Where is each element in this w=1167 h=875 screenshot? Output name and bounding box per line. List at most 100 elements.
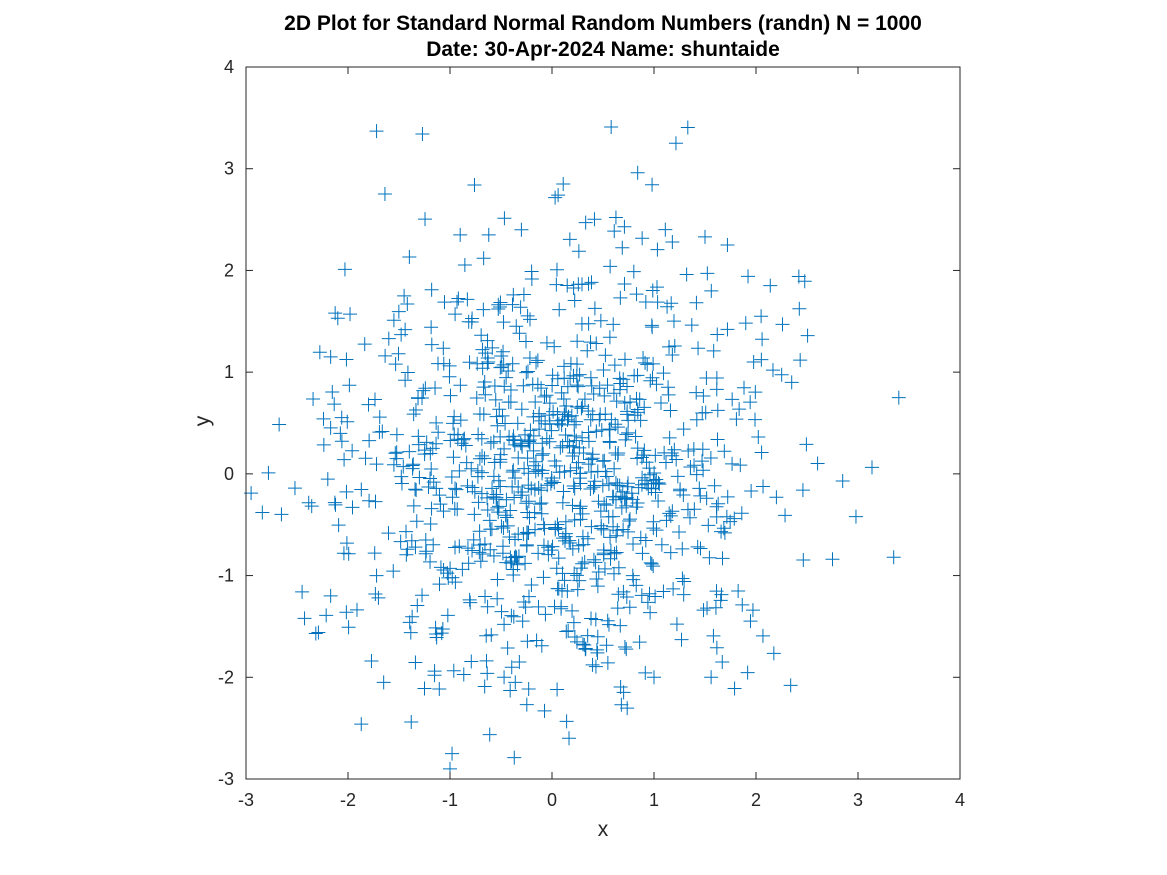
scatter-point xyxy=(531,546,546,561)
scatter-point xyxy=(539,388,554,403)
scatter-point xyxy=(665,234,680,249)
scatter-point xyxy=(404,715,419,730)
scatter-point xyxy=(520,308,535,323)
scatter-point xyxy=(617,277,632,292)
scatter-point xyxy=(549,262,564,277)
scatter-point xyxy=(581,434,596,449)
scatter-point xyxy=(518,334,533,349)
scatter-point xyxy=(575,430,590,445)
scatter-point xyxy=(648,448,663,463)
scatter-point xyxy=(676,587,691,602)
scatter-point xyxy=(692,481,707,496)
scatter-point xyxy=(585,407,600,422)
scatter-point xyxy=(523,423,538,438)
scatter-point xyxy=(542,434,557,449)
scatter-point xyxy=(689,467,704,482)
scatter-point xyxy=(583,370,598,385)
scatter-point xyxy=(766,646,781,661)
scatter-point xyxy=(372,425,387,440)
scatter-point xyxy=(573,499,588,514)
scatter-point xyxy=(706,343,721,358)
scatter-point xyxy=(450,502,465,517)
scatter-point xyxy=(567,293,582,308)
scatter-point xyxy=(323,349,338,364)
scatter-point xyxy=(567,512,582,527)
scatter-point xyxy=(521,494,536,509)
scatter-point xyxy=(528,395,543,410)
scatter-point xyxy=(572,367,587,382)
scatter-point xyxy=(563,463,578,478)
scatter-point xyxy=(393,534,408,549)
x-axis-label: x xyxy=(598,818,609,841)
scatter-point xyxy=(531,480,546,495)
scatter-point xyxy=(509,319,524,334)
scatter-point xyxy=(577,392,592,407)
scatter-point xyxy=(632,635,647,650)
scatter-point xyxy=(571,244,586,259)
scatter-point xyxy=(599,498,614,513)
scatter-point xyxy=(737,380,752,395)
scatter-point xyxy=(778,508,793,523)
scatter-point xyxy=(424,501,439,516)
scatter-point xyxy=(539,335,554,350)
scatter-point xyxy=(412,470,427,485)
scatter-point xyxy=(716,521,731,536)
scatter-point xyxy=(446,663,461,678)
scatter-point xyxy=(584,275,599,290)
scatter-point xyxy=(521,681,536,696)
scatter-point xyxy=(587,212,602,227)
scatter-point xyxy=(613,680,628,695)
y-axis-label: y xyxy=(191,415,214,426)
scatter-point xyxy=(394,476,409,491)
scatter-point xyxy=(404,533,419,548)
scatter-point xyxy=(480,351,495,366)
scatter-point xyxy=(408,482,423,497)
scatter-point xyxy=(795,483,810,498)
scatter-point xyxy=(487,379,502,394)
scatter-point xyxy=(639,476,654,491)
scatter-point xyxy=(608,210,623,225)
scatter-point xyxy=(357,337,372,352)
scatter-point xyxy=(643,373,658,388)
scatter-point xyxy=(616,584,631,599)
scatter-point xyxy=(339,484,354,499)
scatter-point xyxy=(418,381,433,396)
scatter-point xyxy=(479,653,494,668)
scatter-point xyxy=(654,537,669,552)
scatter-point xyxy=(589,424,604,439)
scatter-point xyxy=(571,277,586,292)
scatter-point xyxy=(525,377,540,392)
scatter-point xyxy=(369,124,384,139)
scatter-point xyxy=(550,371,565,386)
scatter-point xyxy=(424,320,439,335)
scatter-point xyxy=(548,190,563,205)
scatter-point xyxy=(793,353,808,368)
scatter-point xyxy=(585,451,600,466)
scatter-point xyxy=(571,455,586,470)
x-tick-label: -3 xyxy=(238,790,254,810)
scatter-point xyxy=(797,274,812,289)
scatter-point xyxy=(572,573,587,588)
scatter-point xyxy=(559,624,574,639)
scatter-point xyxy=(609,394,624,409)
y-tick-label: 1 xyxy=(224,362,234,382)
scatter-point xyxy=(612,478,627,493)
scatter-point xyxy=(626,264,641,279)
scatter-point xyxy=(619,498,634,513)
scatter-point xyxy=(573,476,588,491)
scatter-point xyxy=(649,523,664,538)
scatter-point xyxy=(552,302,567,317)
scatter-point xyxy=(593,313,608,328)
scatter-point xyxy=(600,378,615,393)
scatter-point xyxy=(570,357,585,372)
y-axis: -3 -2 -1 0 1 2 3 4 xyxy=(218,57,960,789)
scatter-point xyxy=(494,360,509,375)
scatter-point xyxy=(483,522,498,537)
scatter-point xyxy=(673,482,688,497)
scatter-point xyxy=(530,353,545,368)
scatter-point xyxy=(424,337,439,352)
scatter-point xyxy=(400,296,415,311)
scatter-point xyxy=(602,435,617,450)
scatter-point xyxy=(519,496,534,511)
scatter-point xyxy=(651,493,666,508)
